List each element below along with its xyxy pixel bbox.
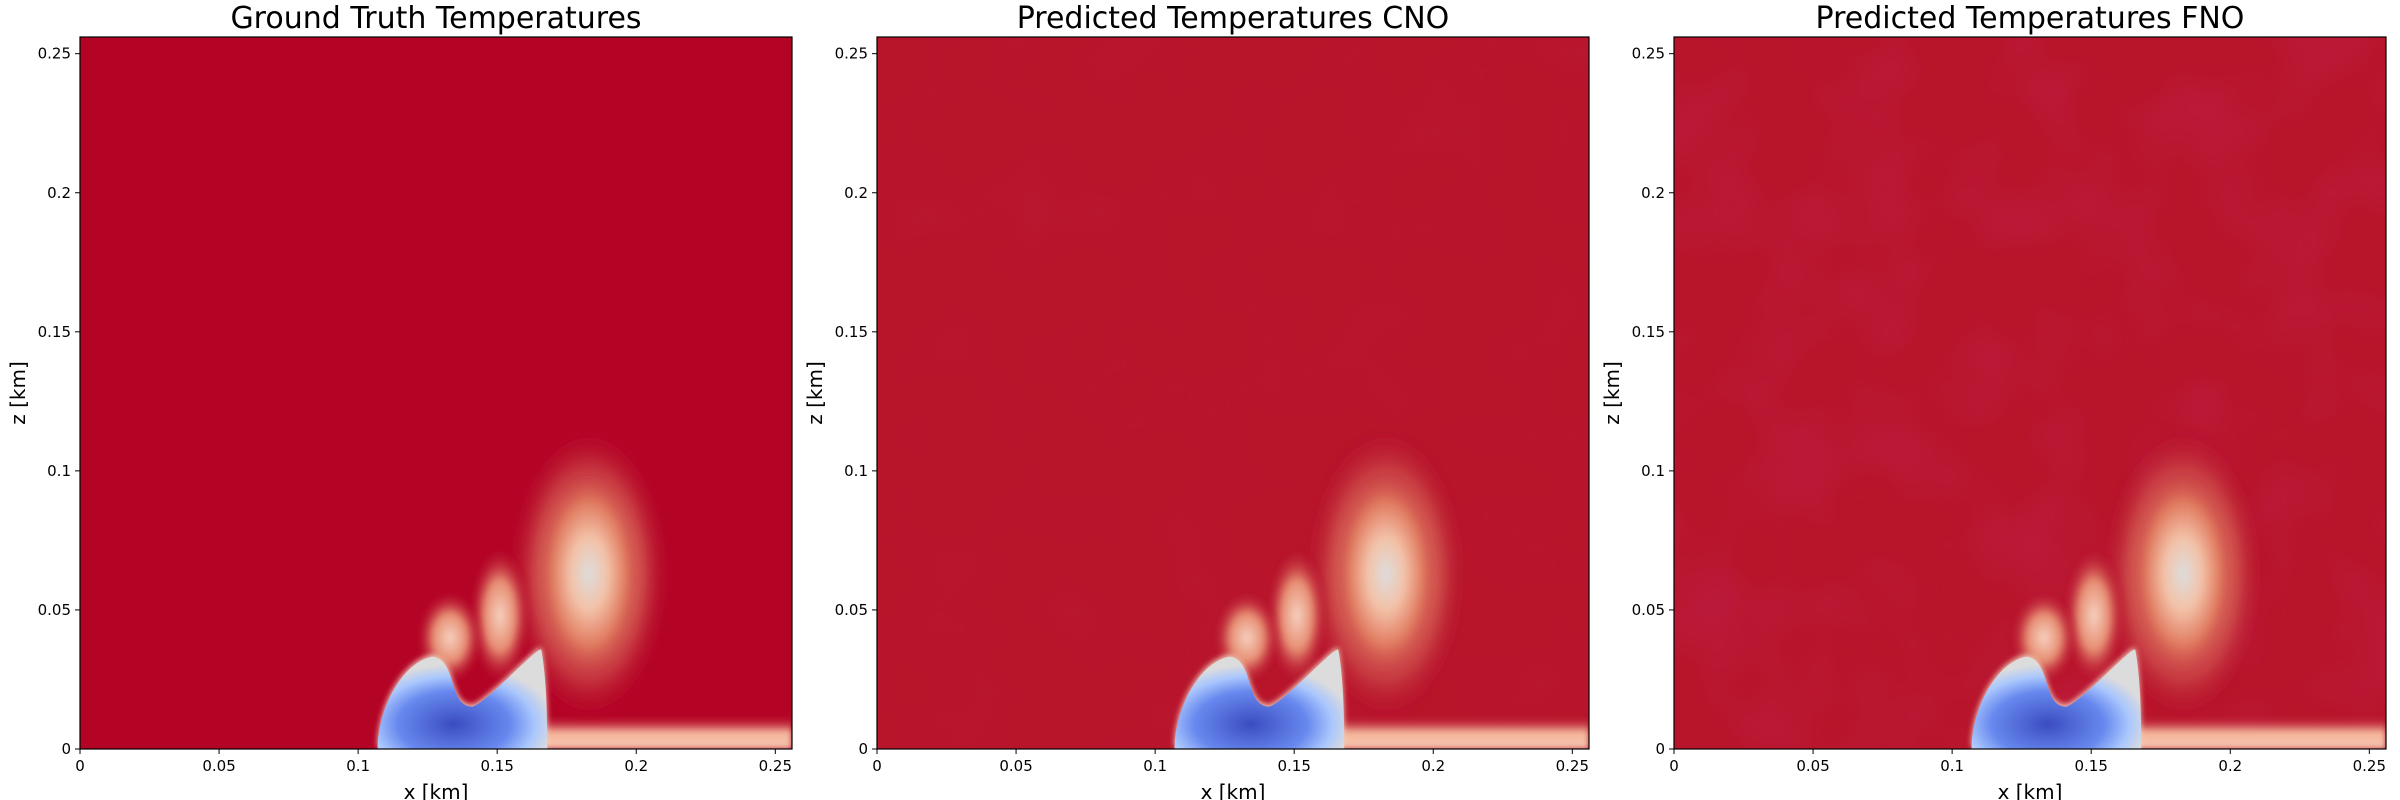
warm-floor-layer: [2132, 715, 2386, 749]
y-tick-label: 0: [858, 740, 868, 758]
y-tick-label: 0.1: [47, 462, 71, 480]
axes-frame: [876, 36, 1590, 750]
y-tick-label: 0.2: [1641, 184, 1665, 202]
y-axis-label: z [km]: [1600, 361, 1624, 425]
y-tick-label: 0.15: [1632, 323, 1665, 341]
x-tick-label: 0.2: [1421, 757, 1445, 775]
y-tick-label: 0.25: [835, 45, 868, 63]
x-tick-label: 0.25: [2353, 757, 2386, 775]
heatmap-field: [80, 37, 792, 749]
heatmap-field: [1674, 37, 2386, 749]
x-tick-label: 0.05: [1796, 757, 1829, 775]
x-tick-label: 0.1: [1143, 757, 1167, 775]
x-tick-label: 0.15: [1277, 757, 1310, 775]
y-tick-label: 0.25: [38, 45, 71, 63]
y-tick-label: 0.05: [38, 601, 71, 619]
x-axis-label: x [km]: [1201, 780, 1266, 800]
chart-title: Predicted Temperatures CNO: [1017, 1, 1450, 36]
y-tick-label: 0.2: [844, 184, 868, 202]
y-tick-label: 0.15: [38, 323, 71, 341]
x-tick-label: 0.05: [202, 757, 235, 775]
heatmap-field: [877, 37, 1589, 749]
y-axis-label: z [km]: [6, 361, 30, 425]
x-axis-label: x [km]: [404, 780, 469, 800]
x-tick-label: 0.25: [759, 757, 792, 775]
warm-floor-layer: [1335, 715, 1589, 749]
x-tick-label: 0.1: [346, 757, 370, 775]
chart-title: Predicted Temperatures FNO: [1816, 1, 2245, 36]
panels: Ground Truth Temperatures 0 0.05 0.1 0.15 0.2…: [6, 1, 2387, 800]
y-tick-label: 0.2: [47, 184, 71, 202]
x-tick-label: 0.2: [2218, 757, 2242, 775]
chart-title: Ground Truth Temperatures: [230, 1, 641, 36]
y-tick-label: 0.05: [1632, 601, 1665, 619]
x-tick-label: 0: [872, 757, 882, 775]
cold-bubble: [377, 649, 548, 749]
x-tick-label: 0.25: [1556, 757, 1589, 775]
axes-frame: [1673, 36, 2387, 750]
vortex-mid: [1266, 545, 1328, 686]
x-tick-label: 0.15: [480, 757, 513, 775]
x-tick-label: 0.15: [2074, 757, 2107, 775]
y-tick-label: 0: [61, 740, 71, 758]
vortex-core: [536, 470, 642, 677]
y-axis-label: z [km]: [803, 361, 827, 425]
x-tick-label: 0.05: [999, 757, 1032, 775]
y-tick-label: 0: [1655, 740, 1665, 758]
y-tick-label: 0.15: [835, 323, 868, 341]
chart-panel-3: Predicted Temperatures FNO 0 0.05 0.1 0.15 0.…: [1600, 1, 2387, 800]
vortex-mid: [469, 545, 531, 686]
chart-panel-1: Ground Truth Temperatures 0 0.05 0.1 0.15 0.2…: [6, 1, 793, 800]
x-tick-label: 0: [1669, 757, 1679, 775]
y-tick-label: 0.05: [835, 601, 868, 619]
x-axis-label: x [km]: [1998, 780, 2063, 800]
cold-bubble: [1174, 649, 1345, 749]
y-tick-label: 0.25: [1632, 45, 1665, 63]
y-tick-label: 0.1: [1641, 462, 1665, 480]
x-tick-label: 0.1: [1940, 757, 1964, 775]
cold-bubble: [1971, 649, 2142, 749]
axes-frame: [79, 36, 793, 750]
chart-panel-2: Predicted Temperatures CNO 0 0.05 0.1 0.15 0.…: [803, 1, 1590, 800]
x-tick-label: 0: [75, 757, 85, 775]
warm-floor-layer: [538, 715, 792, 749]
vortex-core: [2130, 470, 2236, 677]
vortex-core: [1333, 470, 1439, 677]
x-tick-label: 0.2: [624, 757, 648, 775]
y-tick-label: 0.1: [844, 462, 868, 480]
vortex-mid: [2063, 545, 2125, 686]
